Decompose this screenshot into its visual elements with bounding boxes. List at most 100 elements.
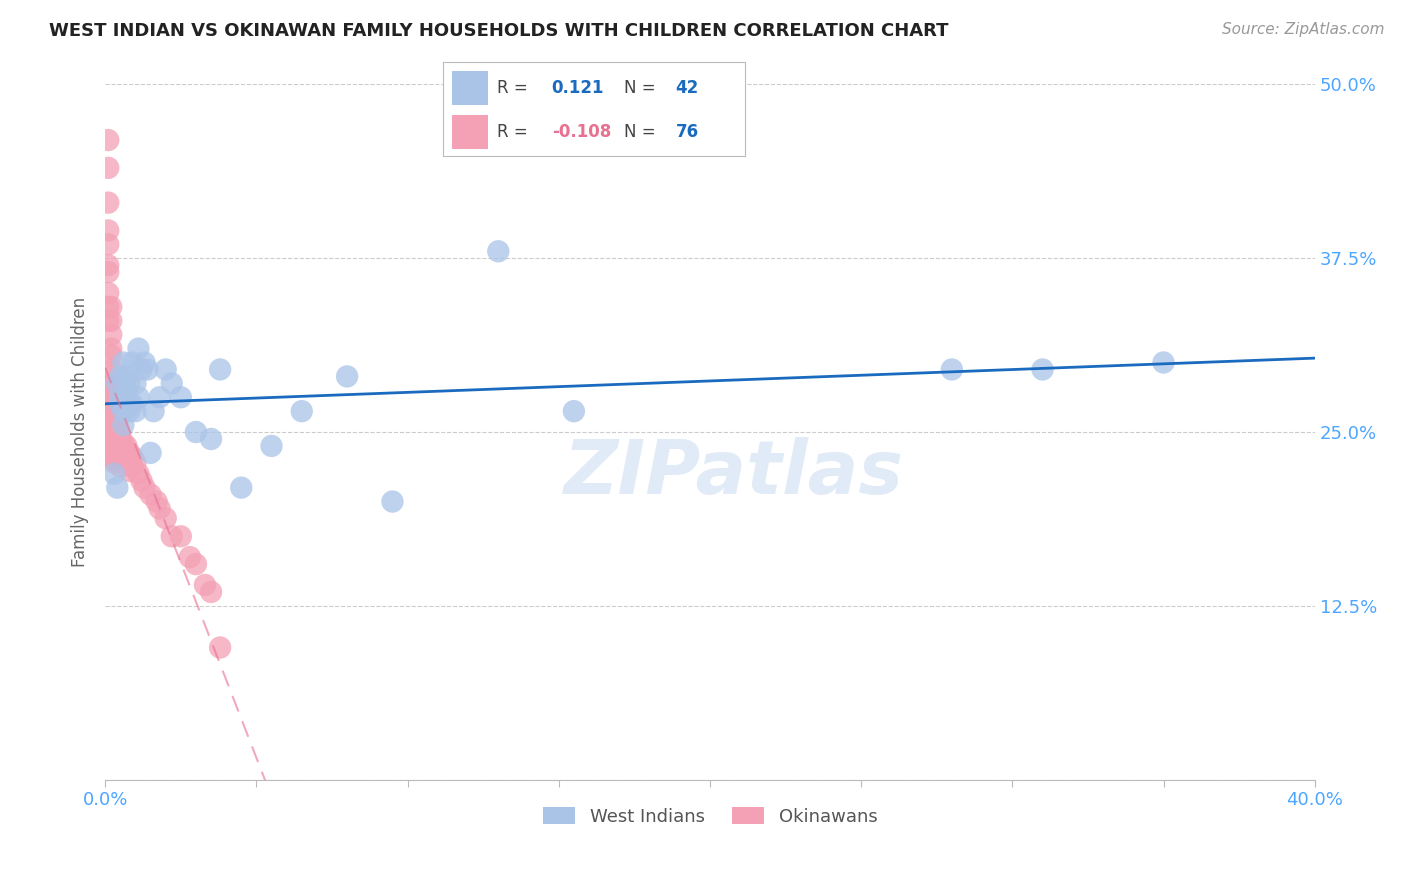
- Point: [115, 384, 138, 398]
- Point: [112, 446, 135, 460]
- Point: [112, 442, 135, 456]
- Point: [100, 376, 122, 391]
- Point: [100, 362, 122, 376]
- Point: [134, 481, 156, 495]
- Point: [110, 446, 132, 460]
- Point: [100, 384, 122, 398]
- Point: [105, 442, 128, 456]
- Point: [142, 404, 165, 418]
- Point: [209, 362, 232, 376]
- Point: [97, 237, 120, 252]
- Point: [97, 195, 120, 210]
- Point: [97, 223, 120, 237]
- Point: [100, 342, 122, 356]
- Point: [145, 494, 167, 508]
- Point: [381, 494, 404, 508]
- Point: [110, 432, 132, 446]
- Point: [155, 362, 177, 376]
- Point: [118, 446, 141, 460]
- Text: 42: 42: [676, 78, 699, 96]
- Point: [131, 474, 153, 488]
- Point: [97, 161, 120, 175]
- Point: [110, 459, 132, 474]
- Point: [100, 300, 122, 314]
- Bar: [451, 115, 488, 149]
- Point: [260, 439, 283, 453]
- Point: [100, 404, 122, 418]
- Point: [110, 453, 132, 467]
- Point: [100, 414, 122, 428]
- Point: [105, 418, 128, 433]
- Point: [200, 432, 222, 446]
- Point: [112, 436, 135, 450]
- Point: [231, 481, 253, 495]
- Point: [121, 459, 143, 474]
- Point: [118, 376, 141, 391]
- Point: [97, 285, 120, 300]
- Point: [486, 244, 509, 259]
- Point: [1153, 355, 1175, 369]
- Point: [115, 446, 138, 460]
- Point: [118, 404, 141, 418]
- Point: [112, 404, 135, 418]
- Point: [100, 390, 122, 404]
- Point: [118, 464, 141, 478]
- Point: [562, 404, 585, 418]
- Text: ZIPatlas: ZIPatlas: [564, 437, 904, 510]
- Point: [105, 425, 128, 439]
- Point: [103, 442, 125, 456]
- Point: [115, 439, 138, 453]
- Point: [103, 467, 125, 481]
- Point: [127, 467, 149, 481]
- Point: [115, 369, 138, 384]
- Point: [110, 427, 132, 442]
- Point: [100, 411, 122, 425]
- Point: [97, 258, 120, 272]
- Point: [127, 342, 149, 356]
- Point: [179, 550, 201, 565]
- Point: [170, 529, 193, 543]
- Text: N =: N =: [624, 78, 655, 96]
- Point: [200, 585, 222, 599]
- Text: WEST INDIAN VS OKINAWAN FAMILY HOUSEHOLDS WITH CHILDREN CORRELATION CHART: WEST INDIAN VS OKINAWAN FAMILY HOUSEHOLD…: [49, 22, 949, 40]
- Point: [1032, 362, 1054, 376]
- Point: [103, 446, 125, 460]
- Point: [124, 376, 146, 391]
- Point: [124, 404, 146, 418]
- Point: [121, 397, 143, 411]
- Text: N =: N =: [624, 123, 655, 141]
- Point: [105, 411, 128, 425]
- Point: [103, 439, 125, 453]
- Point: [194, 578, 217, 592]
- Point: [149, 501, 172, 516]
- Point: [184, 425, 207, 439]
- Point: [121, 355, 143, 369]
- Point: [105, 446, 128, 460]
- Point: [103, 432, 125, 446]
- Point: [112, 355, 135, 369]
- Point: [103, 425, 125, 439]
- Text: -0.108: -0.108: [551, 123, 612, 141]
- Point: [941, 362, 963, 376]
- Point: [110, 397, 132, 411]
- Text: 0.121: 0.121: [551, 78, 605, 96]
- Point: [103, 456, 125, 470]
- Point: [105, 376, 128, 391]
- Point: [139, 487, 162, 501]
- Point: [103, 450, 125, 464]
- Point: [110, 369, 132, 384]
- Point: [184, 557, 207, 571]
- Point: [100, 349, 122, 363]
- Point: [100, 397, 122, 411]
- Point: [97, 265, 120, 279]
- Text: R =: R =: [498, 123, 529, 141]
- Point: [155, 511, 177, 525]
- Point: [100, 327, 122, 342]
- Point: [136, 362, 159, 376]
- Point: [112, 418, 135, 433]
- Text: R =: R =: [498, 78, 529, 96]
- Legend: West Indians, Okinawans: West Indians, Okinawans: [536, 800, 884, 833]
- Point: [110, 390, 132, 404]
- Point: [118, 456, 141, 470]
- Point: [103, 418, 125, 433]
